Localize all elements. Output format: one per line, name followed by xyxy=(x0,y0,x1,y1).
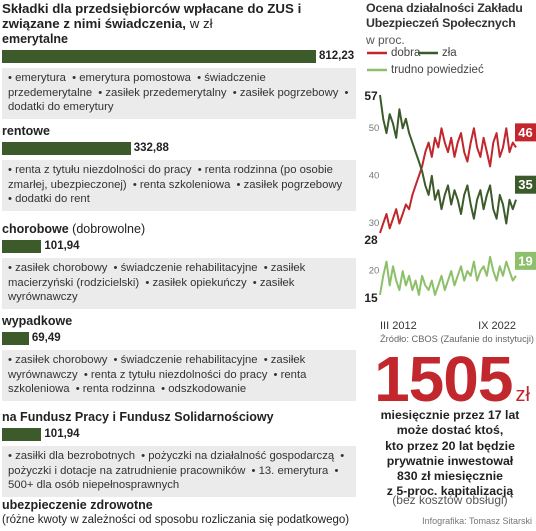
bar-chart-title-block: Składki dla przedsiębiorców wpłacane do … xyxy=(2,1,342,31)
y-tick-label: 20 xyxy=(369,266,380,277)
section-qualifier: (różne kwoty w zależności od sposobu roz… xyxy=(2,514,350,526)
bar-row: 101,94 xyxy=(2,239,356,253)
detail-item: zasiłek chorobowy xyxy=(8,262,107,274)
detail-item: zasiłek pogrzebowy xyxy=(233,87,339,99)
bar-section: rentowe 332,88 renta z tytułu niezdolności… xyxy=(2,124,356,211)
value-label: 812,23 xyxy=(319,50,355,62)
source: Źródło: CBOS (Zaufanie do instytucji) xyxy=(380,334,534,344)
detail-item: pożyczki na działalność gospodarczą xyxy=(141,450,334,462)
legend-label: trudno powiedzieć xyxy=(391,64,484,76)
end-label: 35 xyxy=(518,177,532,192)
detail-item: zasiłek pogrzebowy xyxy=(237,179,343,191)
line-chart-title: Ocena działalności Zakładu Ubezpieczeń S… xyxy=(366,1,523,30)
detail-item: zasiłki dla bezrobotnych xyxy=(8,450,135,462)
detail-box: zasiłek chorobowy świadczenie rehabilita… xyxy=(2,258,356,309)
detail-item: emerytura pomostowa xyxy=(72,72,191,84)
calculator-line: może dostać ktoś, xyxy=(396,423,504,438)
detail-box: renta z tytułu niezdolności do pracy ren… xyxy=(2,160,356,211)
value-label: 332,88 xyxy=(133,142,169,154)
end-label-bg xyxy=(515,251,536,270)
detail-item: renta z tytułu niezdolności do pracy xyxy=(8,164,192,176)
bar xyxy=(2,141,131,155)
health-section: ubezpieczenie zdrowotne (różne kwoty w z… xyxy=(2,498,356,528)
bar-row: 812,23 xyxy=(2,49,356,63)
value-label: 101,94 xyxy=(44,240,80,252)
detail-item: zasiłek opiekuńczy xyxy=(145,277,246,289)
calculator-line: miesięcznie przez 17 lat xyxy=(380,408,520,422)
start-label: 57 xyxy=(364,89,378,103)
category-name: na Fundusz Pracy i Fundusz Solidarnościo… xyxy=(2,410,274,424)
line-chart-subtitle: w proc. xyxy=(366,33,405,47)
bar xyxy=(2,239,42,253)
detail-box: zasiłki dla bezrobotnych pożyczki na dzi… xyxy=(2,446,356,497)
category-label: wypadkowe xyxy=(2,314,356,329)
bar xyxy=(2,427,42,441)
start-label: 15 xyxy=(364,291,378,305)
category-name: wypadkowe xyxy=(2,314,73,328)
detail-item: odszkodowanie xyxy=(161,383,246,395)
legend-label: dobra xyxy=(391,47,421,59)
end-label-bg xyxy=(515,123,536,142)
y-tick-label: 30 xyxy=(369,218,380,229)
category-qualifier: (dobrowolne) xyxy=(72,222,146,236)
calculator-line: 830 zł miesięcznie xyxy=(397,469,503,484)
detail-item: zasiłek chorobowy xyxy=(8,354,107,366)
bar-row: 332,88 xyxy=(2,141,356,155)
end-label-bg xyxy=(515,175,536,194)
calculator-line: z 5-proc. kapitalizacją xyxy=(386,484,514,499)
value-label: 69,49 xyxy=(31,332,61,344)
bar xyxy=(2,49,316,63)
detail-box: emerytura emerytura pomostowa świadczeni… xyxy=(2,68,356,119)
series-line xyxy=(379,94,517,225)
series-line xyxy=(379,127,517,234)
bar-section: emerytalne 812,23 emerytura emerytura pomo… xyxy=(2,32,356,119)
legend-label: zła xyxy=(442,47,457,59)
detail-item: 13. emerytura xyxy=(252,465,329,477)
detail-item: renta szkoleniowa xyxy=(133,179,231,191)
end-label: 19 xyxy=(518,253,532,268)
bar-section: chorobowe (dobrowolne) 101,94 zasiłek chor… xyxy=(2,222,356,309)
detail-item: zasiłek przedemerytalny xyxy=(98,87,226,99)
detail-item: świadczenie rehabilitacyjne xyxy=(114,262,258,274)
bar-section: wypadkowe 69,49 zasiłek chorobowy świadcze… xyxy=(2,314,356,401)
big-number: 1505 xyxy=(374,343,513,415)
x-tick-label: IX 2022 xyxy=(478,320,516,332)
category-label: na Fundusz Pracy i Fundusz Solidarnościo… xyxy=(2,410,356,425)
detail-box: zasiłek chorobowy świadczenie rehabilita… xyxy=(2,350,356,401)
category-name: rentowe xyxy=(2,124,50,138)
x-tick-label: III 2012 xyxy=(380,320,417,332)
bar-section: na Fundusz Pracy i Fundusz Solidarnościo… xyxy=(2,410,356,497)
section-label: ubezpieczenie zdrowotne xyxy=(2,498,153,512)
category-name: chorobowe xyxy=(2,222,69,236)
big-number-unit: zł xyxy=(515,384,530,406)
chart-subtitle: w zł xyxy=(189,16,213,31)
series-line xyxy=(379,255,517,296)
start-label: 28 xyxy=(364,233,378,247)
category-label: rentowe xyxy=(2,124,356,139)
calculator-note: (bez kosztów obsługi) xyxy=(392,493,508,507)
big-number-block: 1505 zł xyxy=(368,346,536,412)
detail-item: świadczenie rehabilitacyjne xyxy=(114,354,258,366)
bar-row: 69,49 xyxy=(2,331,356,345)
y-tick-label: 50 xyxy=(369,123,380,134)
credit: Infografika: Tomasz Sitarski xyxy=(422,516,532,526)
end-label: 46 xyxy=(518,125,532,140)
calculator-line: kto przez 20 lat będzie xyxy=(385,438,515,453)
detail-item: renta rodzinna xyxy=(76,383,155,395)
detail-item: renta z tytułu niezdolności do pracy xyxy=(84,369,268,381)
chart-title: Składki dla przedsiębiorców wpłacane do … xyxy=(2,1,302,31)
y-tick-label: 40 xyxy=(369,170,380,181)
calculator-text: miesięcznie przez 17 lat może dostać ktoś… xyxy=(364,408,536,500)
value-label: 101,94 xyxy=(44,428,80,440)
bar xyxy=(2,331,29,345)
bar-row: 101,94 xyxy=(2,427,356,441)
category-name: emerytalne xyxy=(2,32,69,46)
calculator-line: prywatnie inwestował xyxy=(386,453,514,468)
detail-item: dodatki do rent xyxy=(8,193,90,205)
category-label: emerytalne xyxy=(2,32,356,47)
detail-item: emerytura xyxy=(8,72,66,84)
category-label: chorobowe (dobrowolne) xyxy=(2,222,356,237)
